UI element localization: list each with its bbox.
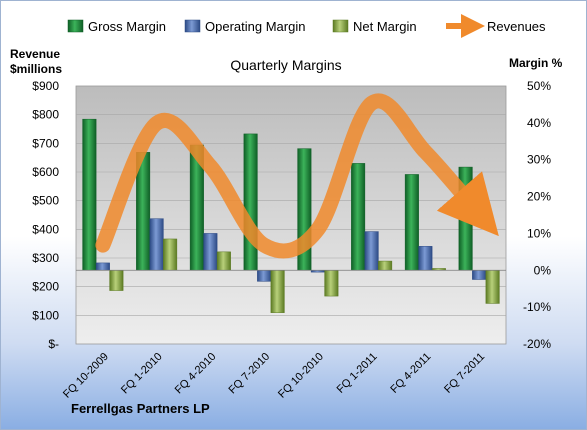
- x-tick-label: FQ 4-2011: [388, 351, 433, 396]
- x-tick-label: FQ 10-2009: [61, 351, 111, 401]
- right-tick-label: 0%: [534, 263, 552, 277]
- bar-gross-margin: [243, 133, 258, 271]
- bar-operating-margin: [472, 270, 487, 280]
- legend-swatch-operating-margin: [184, 19, 201, 33]
- left-axis-title-line-2: $millions: [10, 62, 62, 76]
- right-tick-label: 30%: [527, 153, 551, 167]
- left-axis-title-line-1: Revenue: [10, 47, 60, 61]
- left-axis-ticks: $- $100 $200 $300 $400 $500 $600 $700 $800 $900: [32, 79, 59, 351]
- legend-label-operating-margin: Operating Margin: [205, 19, 305, 34]
- legend-item-gross-margin: Gross Margin: [67, 19, 166, 34]
- right-tick-label: -10%: [523, 300, 551, 314]
- right-axis-ticks: -20% -10% 0% 10% 20% 30% 40% 50%: [523, 79, 551, 351]
- right-tick-label: 20%: [527, 190, 551, 204]
- bar-operating-margin: [418, 246, 433, 271]
- left-tick-label: $200: [32, 280, 59, 294]
- legend-label-net-margin: Net Margin: [353, 19, 417, 34]
- right-tick-label: 40%: [527, 116, 551, 130]
- bar-operating-margin: [149, 218, 164, 271]
- chart-title: Quarterly Margins: [230, 57, 341, 73]
- bar-operating-margin: [257, 270, 272, 282]
- left-tick-label: $400: [32, 222, 59, 236]
- legend-label-gross-margin: Gross Margin: [88, 19, 166, 34]
- left-tick-label: $300: [32, 251, 59, 265]
- bar-net-margin: [270, 270, 285, 313]
- bar-net-margin: [109, 270, 124, 291]
- bar-gross-margin: [351, 163, 366, 271]
- legend-item-revenues: Revenues: [446, 14, 546, 38]
- right-tick-label: 50%: [527, 79, 551, 93]
- bar-net-margin: [216, 251, 231, 271]
- company-name: Ferrellgas Partners LP: [71, 401, 210, 416]
- left-tick-label: $800: [32, 108, 59, 122]
- bar-gross-margin: [82, 118, 97, 271]
- bar-operating-margin: [203, 233, 218, 271]
- bar-net-margin: [324, 270, 339, 297]
- x-tick-label: FQ 1-2010: [119, 351, 165, 397]
- left-tick-label: $500: [32, 194, 59, 208]
- x-tick-label: FQ 7-2011: [442, 351, 487, 396]
- legend-swatch-net-margin: [332, 19, 349, 33]
- left-tick-label: $-: [48, 337, 59, 351]
- right-tick-label: 10%: [527, 226, 551, 240]
- legend-item-operating-margin: Operating Margin: [184, 19, 305, 34]
- right-axis-title: Margin %: [509, 56, 563, 70]
- revenues-line: [95, 93, 499, 259]
- x-tick-label: FQ 4-2010: [173, 351, 219, 397]
- bar-operating-margin: [95, 262, 110, 271]
- left-tick-label: $600: [32, 165, 59, 179]
- bar-net-margin: [163, 238, 178, 271]
- right-tick-label: -20%: [523, 337, 551, 351]
- left-tick-label: $900: [32, 79, 59, 93]
- bar-net-margin: [485, 270, 500, 304]
- x-tick-label: FQ 10-2010: [276, 351, 326, 401]
- bar-net-margin: [378, 260, 393, 271]
- x-tick-label: FQ 7-2010: [227, 351, 273, 397]
- bar-operating-margin: [364, 231, 379, 271]
- legend: Gross Margin Operating Margin Net Margin…: [67, 14, 546, 38]
- x-tick-label: FQ 1-2011: [335, 351, 380, 396]
- legend-item-net-margin: Net Margin: [332, 19, 417, 34]
- left-tick-label: $700: [32, 136, 59, 150]
- legend-label-revenues: Revenues: [487, 19, 546, 34]
- bar-gross-margin: [404, 174, 419, 271]
- legend-swatch-gross-margin: [67, 19, 84, 33]
- x-axis-ticks: FQ 10-2009 FQ 1-2010 FQ 4-2010 FQ 7-2010 FQ …: [61, 351, 487, 401]
- left-tick-label: $100: [32, 308, 59, 322]
